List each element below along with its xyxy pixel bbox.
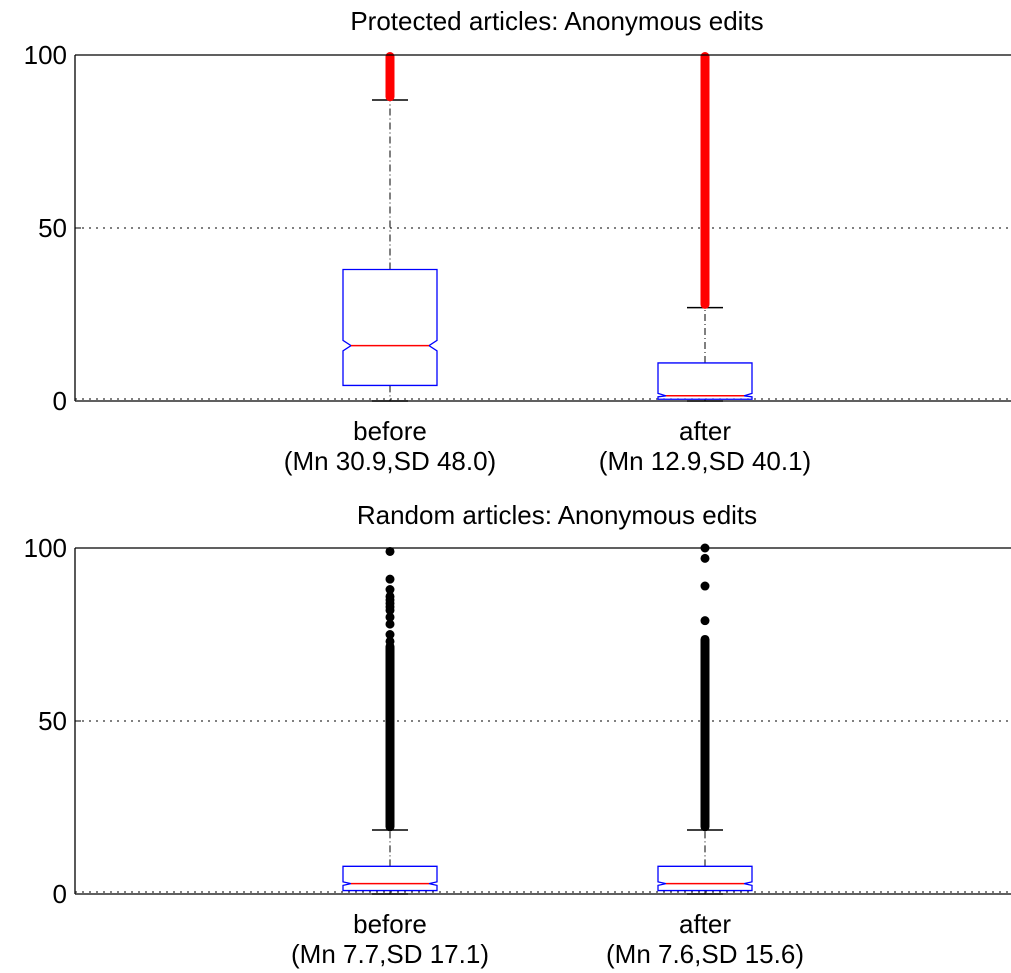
box-before — [342, 52, 438, 402]
box-series — [342, 52, 753, 402]
x-label-before: before — [353, 909, 427, 939]
y-tick-label: 100 — [24, 40, 67, 70]
x-stats-after: (Mn 12.9,SD 40.1) — [599, 446, 811, 476]
chart-title: Random articles: Anonymous edits — [357, 500, 757, 530]
outlier-point — [385, 619, 395, 629]
x-stats-after: (Mn 7.6,SD 15.6) — [606, 939, 804, 969]
x-label-after: after — [679, 416, 731, 446]
y-tick-label: 50 — [38, 213, 67, 243]
outlier-point — [700, 553, 710, 563]
outlier-band — [385, 52, 395, 102]
outlier-point — [385, 585, 395, 595]
plot-frame — [74, 547, 1011, 895]
outlier-point — [385, 591, 395, 601]
box-body — [342, 865, 438, 892]
y-tick-label: 50 — [38, 706, 67, 736]
outlier-point — [700, 616, 710, 626]
box-series — [342, 543, 753, 895]
outlier-point — [385, 636, 395, 646]
box-body — [657, 362, 753, 400]
plot-frame — [74, 54, 1011, 402]
box-body — [657, 865, 753, 892]
y-tick-label: 0 — [53, 879, 67, 909]
outlier-point — [385, 546, 395, 556]
x-stats-before: (Mn 7.7,SD 17.1) — [291, 939, 489, 969]
x-label-before: before — [353, 416, 427, 446]
y-tick-label: 0 — [53, 386, 67, 416]
random-articles-panel: Random articles: Anonymous edits 050100 … — [24, 500, 1011, 969]
y-tick-label: 100 — [24, 533, 67, 563]
x-label-after: after — [679, 909, 731, 939]
x-axis-labels: before (Mn 30.9,SD 48.0) after (Mn 12.9,… — [284, 416, 811, 476]
box-after — [657, 543, 753, 895]
outlier-band — [700, 52, 710, 309]
y-axis: 0 50 100 — [24, 533, 81, 909]
outlier-band — [385, 641, 395, 832]
outlier-band — [700, 634, 710, 832]
grid — [75, 227, 1011, 400]
x-axis-labels: before (Mn 7.7,SD 17.1) after (Mn 7.6,SD… — [291, 909, 804, 969]
outlier-point — [385, 630, 395, 639]
y-axis: 0 50 100 — [24, 40, 81, 416]
protected-articles-panel: Protected articles: Anonymous edits 0 50 1… — [24, 6, 1011, 476]
outlier-point — [385, 612, 395, 622]
outlier-point — [700, 581, 710, 591]
box-after — [657, 52, 753, 402]
grid — [75, 720, 1011, 893]
x-stats-before: (Mn 30.9,SD 48.0) — [284, 446, 496, 476]
box-before — [342, 546, 438, 895]
box-body — [342, 268, 438, 387]
outlier-point — [385, 574, 395, 584]
chart-title: Protected articles: Anonymous edits — [350, 6, 763, 36]
